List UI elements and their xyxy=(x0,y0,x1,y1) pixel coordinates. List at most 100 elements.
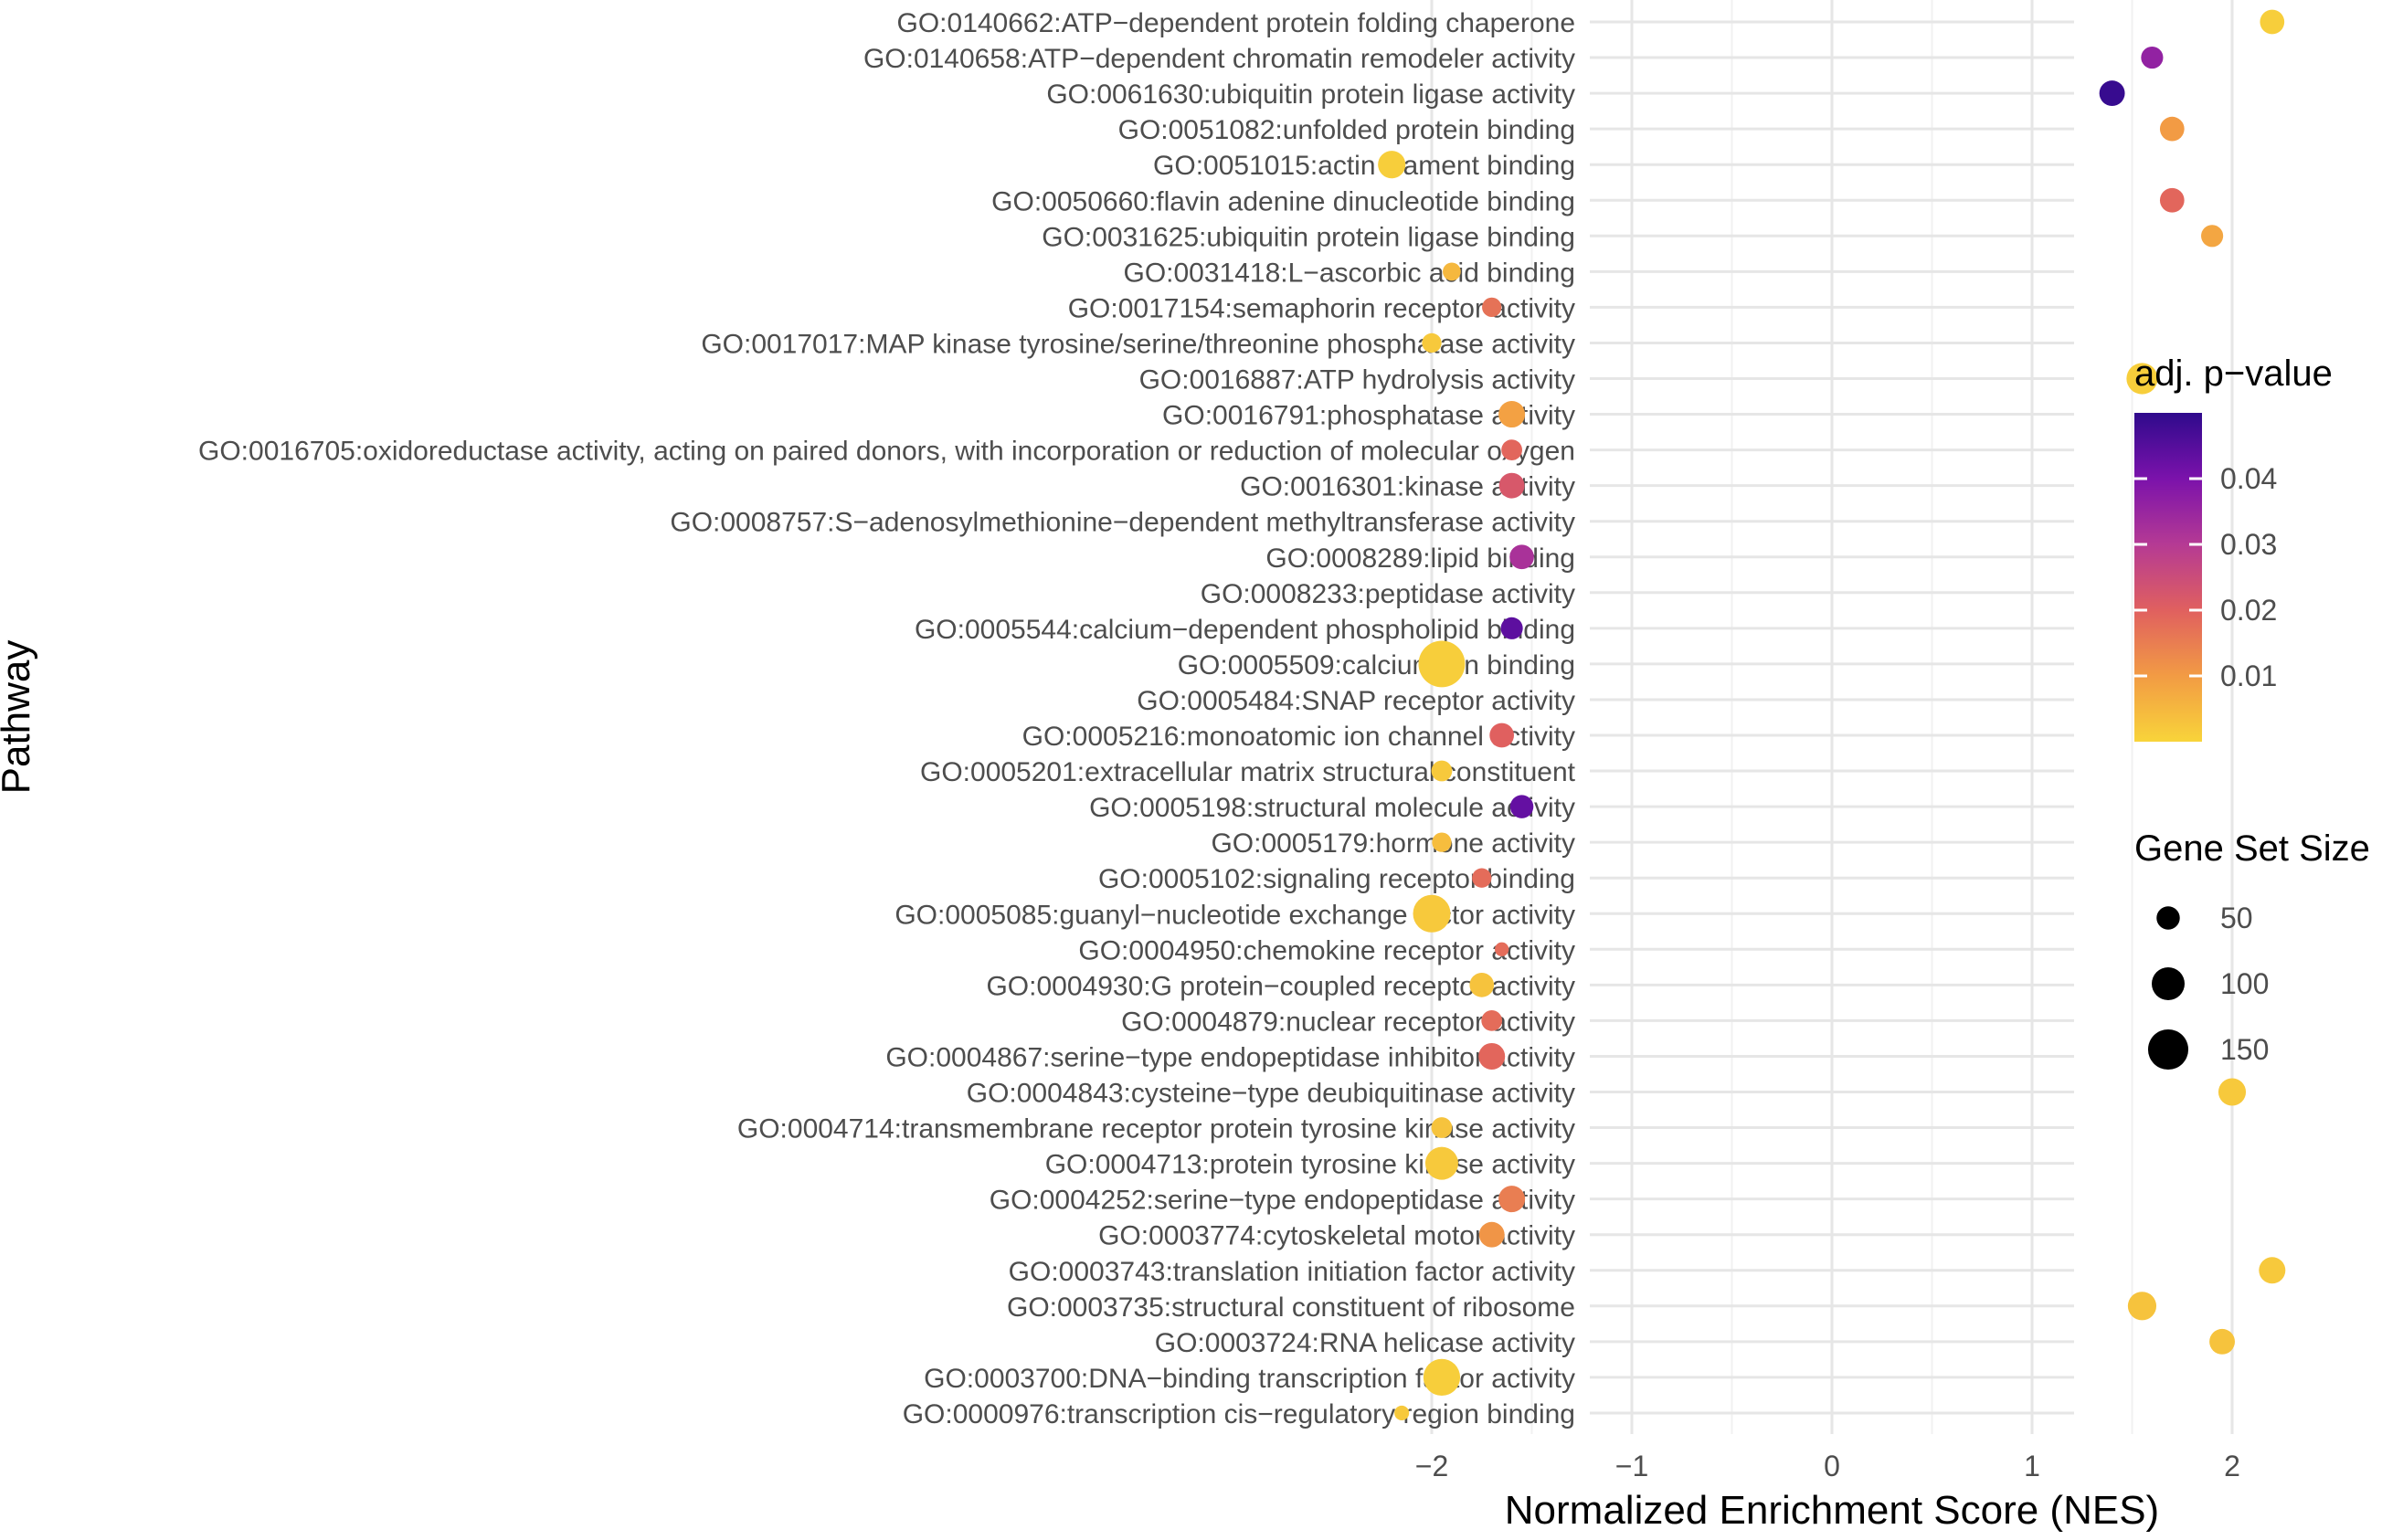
x-tick-label: −1 xyxy=(1615,1450,1648,1482)
size-legend-items: 50 100 150 xyxy=(2147,902,2269,1071)
y-tick-labels: GO:0140662:ATP−dependent protein folding… xyxy=(198,8,1576,1429)
color-legend-tick-label: 0.01 xyxy=(2220,659,2277,692)
y-tick-label: GO:0140658:ATP−dependent chromatin remod… xyxy=(863,44,1575,74)
y-tick-label: GO:0061630:ubiquitin protein ligase acti… xyxy=(1046,79,1575,110)
size-legend: Gene Set Size 50 100 150 xyxy=(2134,828,2370,1071)
data-point xyxy=(2159,187,2185,213)
data-point xyxy=(1431,760,1453,782)
data-point xyxy=(2218,1078,2247,1106)
data-point xyxy=(1509,795,1534,818)
data-point xyxy=(1495,942,1509,956)
y-tick-label: GO:0005484:SNAP receptor activity xyxy=(1137,686,1575,716)
data-point xyxy=(2209,1328,2235,1355)
data-point xyxy=(1500,617,1523,639)
y-tick-label: GO:0051082:unfolded protein binding xyxy=(1118,115,1575,145)
data-point xyxy=(1481,1010,1503,1031)
data-point xyxy=(1472,868,1492,888)
data-point xyxy=(2099,80,2125,107)
data-point xyxy=(1509,544,1534,570)
color-legend-title: adj. p−value xyxy=(2134,353,2333,394)
data-point xyxy=(1482,297,1502,318)
y-tick-label: GO:0016301:kinase activity xyxy=(1240,472,1575,502)
x-tick-label: 2 xyxy=(2224,1450,2240,1482)
y-tick-label: GO:0050660:flavin adenine dinucleotide b… xyxy=(991,186,1575,216)
data-point xyxy=(1378,151,1406,179)
size-legend-label: 150 xyxy=(2220,1033,2269,1066)
data-point xyxy=(1413,894,1451,933)
data-point xyxy=(1432,832,1452,852)
data-point xyxy=(2126,363,2158,395)
y-tick-label: GO:0003700:DNA−binding transcription fac… xyxy=(924,1364,1575,1394)
data-points xyxy=(1378,9,2286,1420)
data-point xyxy=(1478,1042,1506,1070)
y-tick-label: GO:0008757:S−adenosylmethionine−dependen… xyxy=(670,508,1575,538)
data-point xyxy=(1394,1405,1410,1420)
x-axis-title: Normalized Enrichment Score (NES) xyxy=(1505,1488,2159,1533)
data-point xyxy=(2260,9,2285,35)
data-point xyxy=(2141,46,2164,69)
y-tick-label: GO:0004879:nuclear receptor activity xyxy=(1121,1007,1575,1037)
data-point xyxy=(1501,439,1522,460)
data-point xyxy=(1498,401,1526,428)
data-point xyxy=(2201,225,2224,248)
color-legend-bar xyxy=(2134,413,2202,742)
y-tick-label: GO:0016887:ATP hydrolysis activity xyxy=(1139,365,1575,396)
x-tick-labels: −2 −1 0 1 2 xyxy=(1415,1450,2240,1482)
y-tick-label: GO:0005179:hormone activity xyxy=(1211,828,1575,859)
y-tick-label: GO:0031625:ubiquitin protein ligase bind… xyxy=(1042,222,1575,252)
y-axis-title: Pathway xyxy=(0,640,38,795)
data-point xyxy=(1469,973,1495,997)
y-tick-label: GO:0140662:ATP−dependent protein folding… xyxy=(897,8,1576,38)
data-point xyxy=(2259,1257,2286,1284)
y-tick-label: GO:0000976:transcription cis−regulatory … xyxy=(903,1399,1575,1429)
y-tick-label: GO:0004867:serine−type endopeptidase inh… xyxy=(885,1042,1575,1072)
size-legend-circle xyxy=(2152,967,2185,1000)
data-point xyxy=(1478,1221,1505,1248)
data-point xyxy=(1498,1186,1526,1213)
color-legend-tick-label: 0.03 xyxy=(2220,528,2277,561)
size-legend-circle xyxy=(2156,906,2180,930)
data-point xyxy=(1443,262,1461,281)
y-tick-label: GO:0017017:MAP kinase tyrosine/serine/th… xyxy=(701,329,1575,359)
y-tick-label: GO:0004713:protein tyrosine kinase activ… xyxy=(1045,1150,1575,1180)
y-tick-label: GO:0003743:translation initiation factor… xyxy=(1009,1257,1575,1287)
data-point xyxy=(1498,472,1525,499)
y-tick-label: GO:0005544:calcium−dependent phospholipi… xyxy=(915,615,1575,645)
grid-layer xyxy=(1430,0,2234,1434)
data-point xyxy=(2127,1292,2157,1321)
y-tick-label: GO:0003724:RNA helicase activity xyxy=(1155,1328,1575,1358)
size-legend-label: 50 xyxy=(2220,902,2253,934)
y-tick-label: GO:0051015:actin filament binding xyxy=(1153,151,1575,181)
data-point xyxy=(1424,1146,1458,1180)
color-legend: adj. p−value 0.01 0.02 0.03 0.04 xyxy=(2134,353,2333,742)
y-tick-label: GO:0003735:structural constituent of rib… xyxy=(1007,1292,1575,1323)
data-point xyxy=(2159,116,2185,142)
y-tick-label: GO:0008233:peptidase activity xyxy=(1201,579,1575,609)
color-legend-tick-label: 0.02 xyxy=(2220,594,2277,627)
y-tick-label: GO:0005509:calcium ion binding xyxy=(1178,650,1575,680)
data-point xyxy=(1423,1358,1461,1397)
y-tick-label: GO:0005216:monoatomic ion channel activi… xyxy=(1022,722,1575,752)
size-legend-circle xyxy=(2147,1028,2189,1071)
size-legend-label: 100 xyxy=(2220,967,2269,1000)
y-tick-label: GO:0031418:L−ascorbic acid binding xyxy=(1123,258,1575,288)
x-tick-label: 1 xyxy=(2024,1450,2040,1482)
y-tick-label: GO:0005102:signaling receptor binding xyxy=(1098,864,1575,894)
y-tick-label: GO:0005198:structural molecule activity xyxy=(1089,793,1575,823)
data-point xyxy=(1418,640,1466,688)
y-tick-label: GO:0005201:extracellular matrix structur… xyxy=(920,757,1576,787)
color-legend-tick-label: 0.04 xyxy=(2220,462,2277,495)
x-tick-label: 0 xyxy=(1824,1450,1840,1482)
x-tick-label: −2 xyxy=(1415,1450,1448,1482)
size-legend-title: Gene Set Size xyxy=(2134,828,2370,869)
data-point xyxy=(1489,723,1514,748)
y-tick-label: GO:0016705:oxidoreductase activity, acti… xyxy=(198,437,1575,467)
y-tick-label: GO:0004843:cysteine−type deubiquitinase … xyxy=(967,1079,1575,1109)
color-legend-ticks: 0.01 0.02 0.03 0.04 xyxy=(2134,462,2277,692)
data-point xyxy=(1431,1117,1453,1138)
data-point xyxy=(1422,332,1442,353)
y-tick-label: GO:0004252:serine−type endopeptidase act… xyxy=(990,1186,1575,1216)
y-tick-label: GO:0005085:guanyl−nucleotide exchange fa… xyxy=(895,900,1575,930)
